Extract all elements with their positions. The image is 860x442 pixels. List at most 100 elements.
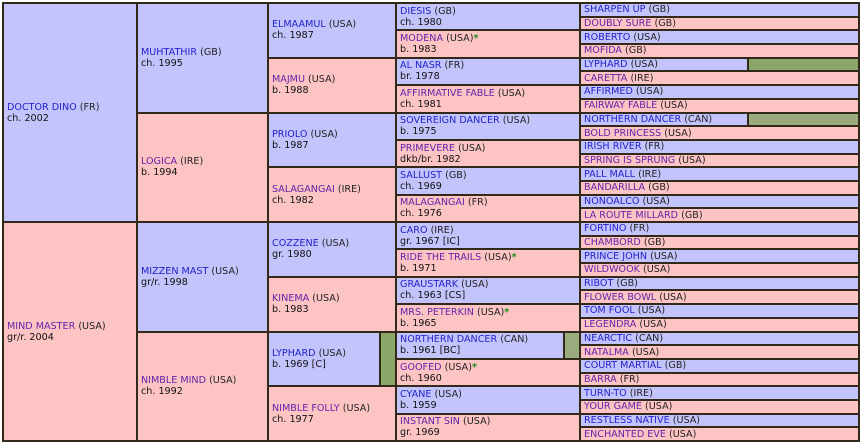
horse-name-link[interactable]: INSTANT SIN [400, 416, 460, 428]
pedigree-cell: GRAUSTARK (USA) ch. 1963 [CS] [395, 275, 582, 306]
horse-name-link[interactable]: CARETTA [584, 72, 628, 84]
horse-name-link[interactable]: DIESIS [400, 5, 432, 17]
pedigree-cell: ROBERTO (USA) [579, 29, 860, 46]
country-code: (USA) [497, 87, 526, 99]
horse-name-link[interactable]: NORTHERN DANCER [584, 113, 682, 125]
horse-name-link[interactable]: LOGICA [141, 156, 178, 168]
country-code: (IRE) [630, 72, 654, 84]
horse-name-link[interactable]: ENCHANTED EVE [584, 428, 666, 440]
horse-name-link[interactable]: BANDARILLA [584, 182, 646, 194]
horse-name-link[interactable]: RESTLESS NATIVE [584, 414, 670, 426]
horse-name-link[interactable]: ELMAAMUL [272, 19, 326, 31]
horse-name-link[interactable]: BARRA [584, 373, 617, 385]
horse-name-link[interactable]: CYANE [400, 388, 432, 400]
inbreeding-marker [378, 330, 398, 388]
horse-name-link[interactable]: MODENA [400, 33, 444, 45]
pedigree-cell: LOGICA (IRE) b. 1994 [136, 111, 269, 223]
horse-name-link[interactable]: PRIOLO [272, 128, 308, 140]
horse-name-link[interactable]: LYPHARD [584, 59, 628, 71]
horse-name-link[interactable]: MIZZEN MAST [141, 265, 209, 277]
country-code: (USA) [78, 320, 106, 332]
pedigree-cell: GOOFED (USA)* ch. 1960 [395, 357, 582, 388]
horse-name-link[interactable]: DOCTOR DINO [7, 101, 77, 113]
horse-name-link[interactable]: GOOFED [400, 361, 442, 373]
country-code: (FR) [79, 101, 100, 113]
horse-name-link[interactable]: YOUR GAME [584, 401, 642, 413]
horse-name-link[interactable]: LA ROUTE MILLARD [584, 209, 679, 221]
horse-name-link[interactable]: MIND MASTER [7, 320, 76, 332]
horse-name-link[interactable]: FAIRWAY FABLE [584, 100, 658, 112]
horse-name-link[interactable]: TOM FOOL [584, 305, 635, 317]
horse-name-link[interactable]: COZZENE [272, 238, 319, 250]
horse-name-link[interactable]: CHAMBORD [584, 237, 641, 249]
horse-name-link[interactable]: MALAGANGAI [400, 197, 465, 209]
horse-name-link[interactable]: MUHTATHIR [141, 46, 198, 58]
horse-name-link[interactable]: AL NASR [400, 60, 442, 72]
horse-info: b. 1969 [C] [272, 358, 326, 370]
horse-name-link[interactable]: TURN-TO [584, 387, 627, 399]
horse-name-link[interactable]: WILDWOOK [584, 264, 640, 276]
country-code: (USA) [328, 19, 357, 31]
horse-name-link[interactable]: RIDE THE TRAILS [400, 252, 482, 264]
horse-name-link[interactable]: NONOALCO [584, 195, 640, 207]
horse-name-link[interactable]: SOVEREIGN DANCER [400, 115, 500, 127]
horse-name-link[interactable]: FLOWER BOWL [584, 291, 657, 303]
horse-name-link[interactable]: KINEMA [272, 293, 310, 305]
horse-name-link[interactable]: CARO [400, 224, 428, 236]
horse-name-link[interactable]: NORTHERN DANCER [400, 334, 498, 346]
horse-name-link[interactable]: NATALMA [584, 346, 629, 358]
horse-name-link[interactable]: MOFIDA [584, 45, 622, 57]
horse-name-link[interactable]: LYPHARD [272, 347, 316, 359]
horse-info: gr/r. 2004 [7, 331, 54, 343]
horse-info: b. 1994 [141, 167, 178, 179]
horse-name-link[interactable]: MRS. PETERKIN [400, 306, 474, 318]
country-code: (USA) [642, 195, 670, 207]
pedigree-cell: NIMBLE MIND (USA) ch. 1992 [136, 330, 269, 442]
horse-name-link[interactable]: PRINCE JOHN [584, 250, 648, 262]
horse-name-link[interactable]: ROBERTO [584, 31, 631, 43]
horse-name-link[interactable]: SHARPEN UP [584, 4, 646, 16]
horse-name-link[interactable]: LEGENDRA [584, 319, 637, 331]
horse-name-link[interactable]: NIMBLE MIND [141, 375, 206, 387]
horse-name-link[interactable]: NEARCTIC [584, 332, 633, 344]
horse-info: b. 1987 [272, 139, 309, 151]
country-code: (IRE) [180, 156, 204, 168]
horse-name-link[interactable]: SALAGANGAI [272, 183, 335, 195]
country-code: (FR) [444, 60, 465, 72]
horse-info: ch. 1976 [400, 208, 442, 220]
horse-name-link[interactable]: RIBOT [584, 278, 614, 290]
horse-name-link[interactable]: AFFIRMATIVE FABLE [400, 87, 495, 99]
horse-name-link[interactable]: AFFIRMED [584, 86, 633, 98]
horse-name-link[interactable]: DOUBLY SURE [584, 18, 652, 30]
horse-name-link[interactable]: COURT MARTIAL [584, 360, 662, 372]
pedigree-row: BARRA (FR)ch. 1950 * [3, 371, 860, 388]
horse-info: ch. 1969 [400, 180, 442, 192]
country-code: (GB) [648, 182, 670, 194]
country-code: (FR) [644, 141, 665, 153]
country-code: (USA) [672, 414, 701, 426]
country-code: (GB) [445, 169, 467, 181]
horse-name-link[interactable]: MAJMU [272, 74, 305, 86]
country-code: (USA) [664, 127, 692, 139]
pedigree-row: ENCHANTED EVE (USA)ch. 1949 [3, 426, 860, 442]
pedigree-cell: SALAGANGAI (IRE) ch. 1982 [266, 166, 398, 223]
horse-name-link[interactable]: SPRING IS SPRUNG [584, 154, 676, 166]
pedigree-cell: RIBOT (GB) [579, 275, 860, 292]
pedigree-cell: TURN-TO (IRE) [579, 385, 860, 401]
horse-name-link[interactable]: BOLD PRINCESS [584, 127, 662, 139]
country-code: (USA) [308, 74, 336, 86]
horse-name-link[interactable]: GRAUSTARK [400, 279, 459, 291]
horse-name-link[interactable]: PRIMEVERE [400, 142, 455, 154]
horse-name-link[interactable]: SALLUST [400, 169, 443, 181]
horse-name-link[interactable]: IRISH RIVER [584, 141, 642, 153]
horse-info: ch. 1963 [CS] [400, 290, 466, 302]
country-code: (USA) [678, 154, 706, 166]
horse-name-link[interactable]: FORTINO [584, 223, 627, 235]
horse-name-link[interactable]: PALL MALL [584, 168, 636, 180]
horse-name-link[interactable]: NIMBLE FOLLY [272, 402, 340, 414]
country-code: (GB) [200, 46, 222, 58]
pedigree-cell: ELMAAMUL (USA) ch. 1987 [266, 2, 398, 59]
pedigree-cell: AL NASR (FR) br. 1978 [395, 56, 582, 87]
